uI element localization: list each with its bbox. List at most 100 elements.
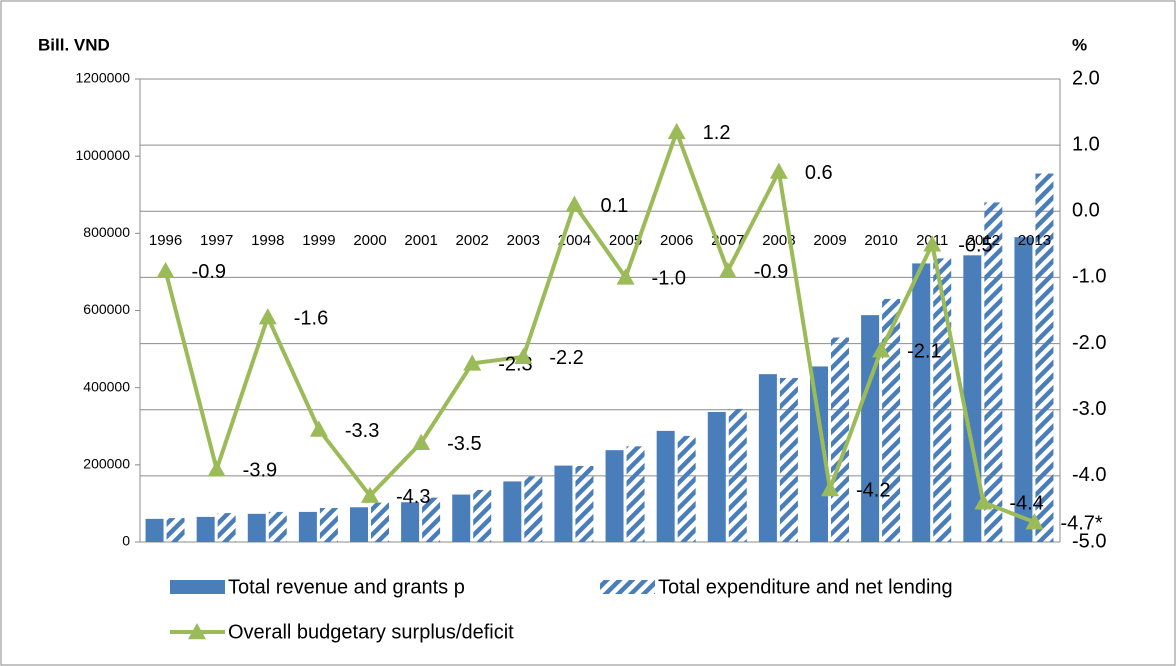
y-tick-label: 200000 <box>83 456 130 472</box>
x-tick-label: 2002 <box>456 232 489 249</box>
line <box>163 129 1036 525</box>
legend-swatch <box>188 623 206 640</box>
marker <box>361 486 379 503</box>
bar <box>912 263 931 542</box>
legend-swatch <box>600 580 655 594</box>
marker <box>309 420 328 437</box>
y2-tick-label: -3.0 <box>1072 398 1106 420</box>
marker <box>667 122 686 140</box>
data-label: -3.5 <box>447 433 481 455</box>
bar <box>728 408 747 542</box>
x-tick-label: 2013 <box>1018 232 1051 249</box>
bar <box>350 507 368 542</box>
x-tick-label: 2006 <box>660 232 693 249</box>
marker <box>923 235 942 252</box>
bar <box>247 513 266 542</box>
y-tick-label: 1000000 <box>75 147 130 163</box>
x-tick-label: 2009 <box>813 232 846 249</box>
x-tick-label: 1996 <box>149 232 182 249</box>
bar <box>524 476 543 542</box>
bar <box>268 511 287 542</box>
data-label: 0.1 <box>600 195 628 217</box>
bar <box>758 374 777 542</box>
y2-tick-label: 1.0 <box>1072 133 1100 155</box>
bar <box>779 378 798 542</box>
x-tick-label: 2008 <box>762 232 795 249</box>
x-tick-label: 1997 <box>200 232 233 249</box>
bar <box>319 508 338 542</box>
bar <box>626 446 645 542</box>
bar <box>984 202 1003 542</box>
bar <box>861 315 880 542</box>
marker <box>821 480 839 497</box>
y2-axis-title: % <box>1072 35 1087 54</box>
bar <box>575 465 594 542</box>
marker <box>514 347 533 364</box>
marker <box>412 433 431 450</box>
legend-swatch <box>170 580 225 594</box>
bar <box>166 518 185 542</box>
y-tick-label: 600000 <box>83 301 130 317</box>
y-tick-label: 0 <box>122 533 130 549</box>
bar <box>422 497 441 542</box>
data-label: -4.3 <box>396 486 430 508</box>
marker <box>769 162 788 179</box>
marker <box>974 493 993 510</box>
x-tick-label: 2005 <box>609 232 642 249</box>
x-tick-label: 2001 <box>404 232 437 249</box>
data-label: -4.7* <box>1060 512 1102 534</box>
bar <box>401 502 420 542</box>
bar <box>554 465 573 542</box>
data-label: -0.9 <box>754 261 788 283</box>
data-label: -0.5 <box>958 235 992 257</box>
bar <box>707 411 726 542</box>
y-axis-title: Bill. VND <box>38 35 110 54</box>
data-label: -3.3 <box>345 420 379 442</box>
bar <box>963 255 982 542</box>
bar <box>605 450 624 542</box>
data-label: 0.6 <box>805 162 833 184</box>
data-label: -4.4 <box>1009 493 1043 515</box>
marker <box>1025 513 1044 530</box>
bar <box>145 518 164 542</box>
marker <box>463 354 482 371</box>
data-label: -1.6 <box>294 307 328 329</box>
bar <box>933 258 952 542</box>
x-tick-label: 2010 <box>864 232 897 249</box>
marker <box>872 341 891 358</box>
data-label: -1.0 <box>652 268 686 290</box>
x-tick-label: 2003 <box>507 232 540 249</box>
bar <box>1014 237 1033 543</box>
y-tick-label: 400000 <box>83 378 130 394</box>
y2-tick-label: -5.0 <box>1072 530 1106 552</box>
x-tick-label: 2012 <box>967 232 1000 249</box>
data-label: -2.2 <box>549 347 583 369</box>
legend-label: Total revenue and grants p <box>228 576 465 598</box>
bar <box>196 516 215 542</box>
data-label: -0.9 <box>192 261 226 283</box>
legend-label: Overall budgetary surplus/deficit <box>228 621 514 643</box>
data-label: -2.1 <box>907 340 941 362</box>
bar <box>217 513 236 542</box>
bar <box>810 366 828 542</box>
bar <box>882 298 901 542</box>
bar <box>677 435 696 542</box>
bar <box>473 489 492 542</box>
x-tick-label: 1998 <box>251 232 284 249</box>
bar <box>452 494 471 542</box>
bar <box>503 481 522 542</box>
data-label: 1.2 <box>703 122 731 144</box>
bar <box>298 511 317 542</box>
y2-tick-label: 0.0 <box>1072 200 1100 222</box>
marker <box>207 460 226 477</box>
y2-tick-label: -1.0 <box>1072 266 1106 288</box>
bar <box>1035 173 1054 542</box>
y-tick-label: 800000 <box>83 224 130 240</box>
bar <box>371 502 389 542</box>
x-tick-label: 2000 <box>353 232 386 249</box>
marker <box>616 268 635 285</box>
data-label: -3.9 <box>243 460 277 482</box>
legend-label: Total expenditure and net lending <box>658 576 953 598</box>
marker <box>156 261 175 279</box>
